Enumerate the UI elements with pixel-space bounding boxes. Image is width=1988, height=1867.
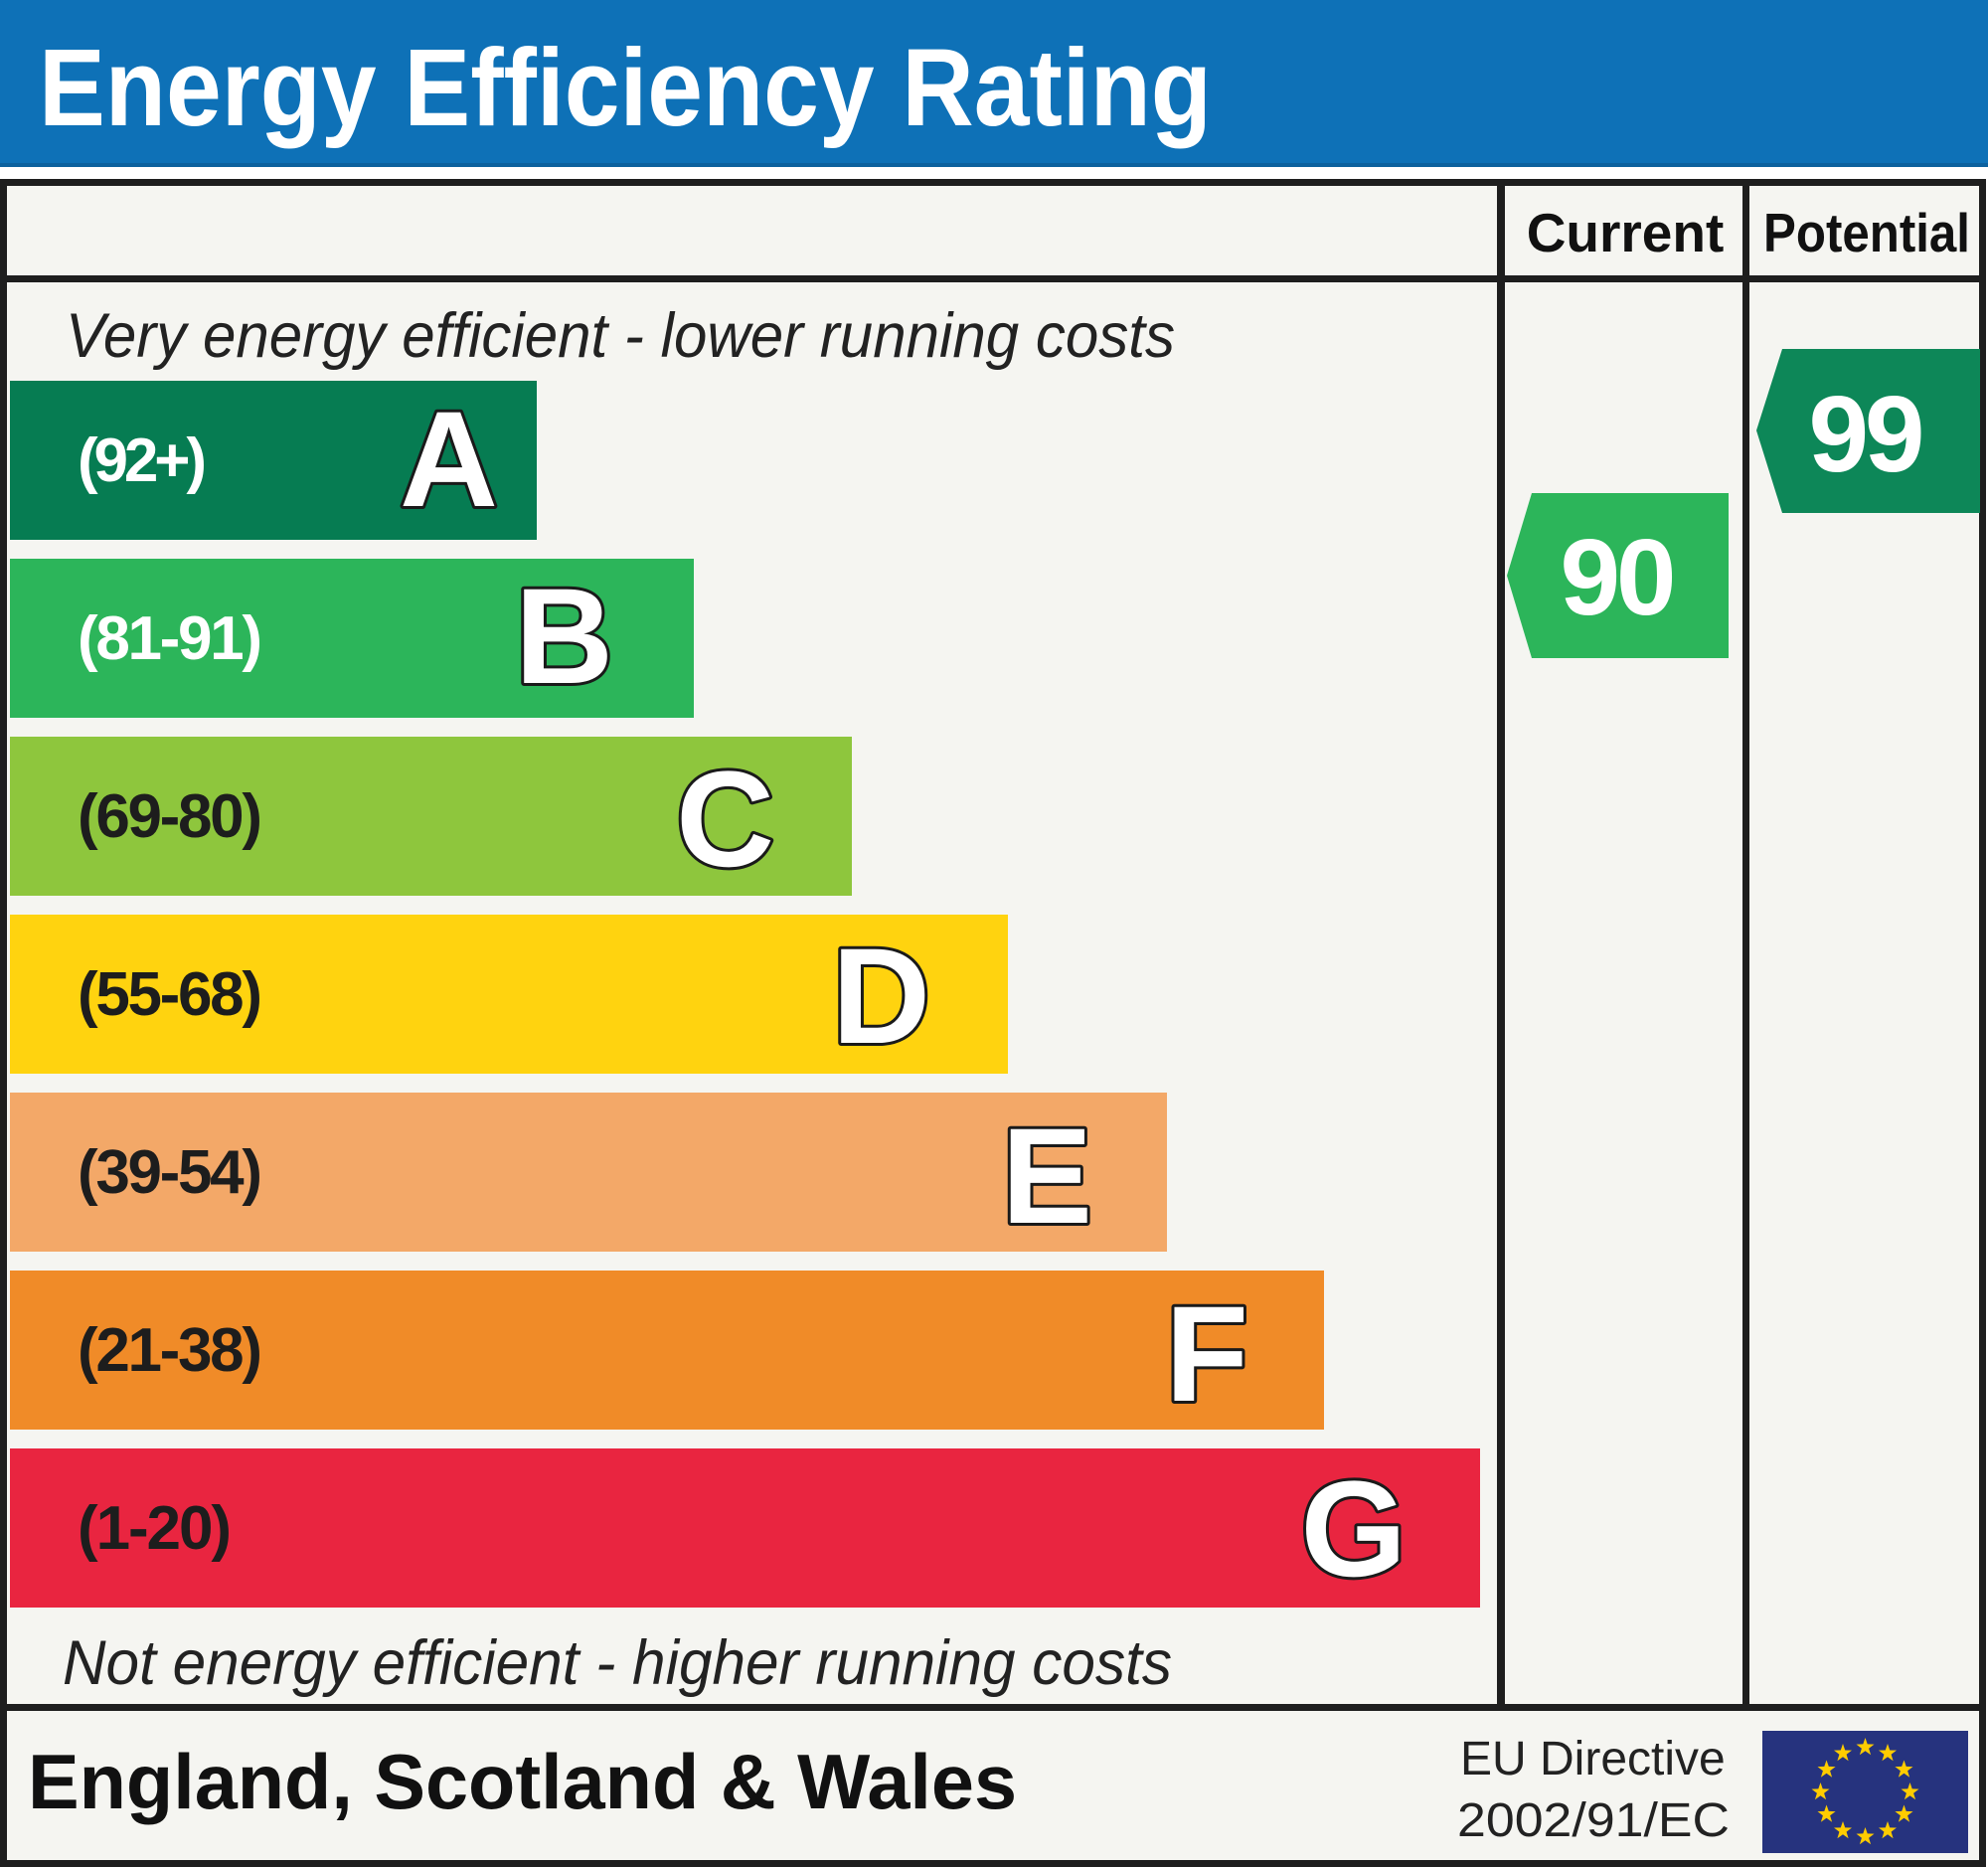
svg-text:2002/91/EC: 2002/91/EC	[1457, 1794, 1730, 1847]
svg-text:EU Directive: EU Directive	[1460, 1733, 1726, 1785]
svg-text:(81-91): (81-91)	[78, 604, 262, 673]
svg-text:A: A	[400, 384, 498, 536]
svg-text:D: D	[832, 921, 930, 1073]
svg-text:Energy Efficiency Rating: Energy Efficiency Rating	[39, 27, 1212, 149]
svg-text:(1-20): (1-20)	[78, 1494, 232, 1563]
svg-text:G: G	[1300, 1453, 1407, 1606]
svg-text:(69-80): (69-80)	[78, 782, 262, 851]
svg-text:E: E	[1002, 1101, 1092, 1253]
svg-text:(55-68): (55-68)	[78, 960, 262, 1029]
svg-text:(39-54): (39-54)	[78, 1138, 262, 1207]
svg-text:99: 99	[1809, 374, 1925, 495]
svg-text:C: C	[676, 744, 774, 896]
svg-text:Not energy efficient - higher: Not energy efficient - higher running co…	[63, 1628, 1172, 1698]
svg-text:Potential: Potential	[1763, 202, 1970, 263]
svg-text:B: B	[515, 561, 613, 713]
svg-text:Very energy efficient - lower: Very energy efficient - lower running co…	[66, 301, 1175, 371]
svg-text:Current: Current	[1527, 202, 1725, 263]
svg-text:(21-38): (21-38)	[78, 1316, 262, 1385]
svg-text:90: 90	[1561, 517, 1677, 638]
svg-text:(92+): (92+)	[78, 426, 207, 495]
svg-text:F: F	[1165, 1278, 1248, 1431]
svg-text:England, Scotland & Wales: England, Scotland & Wales	[28, 1738, 1017, 1825]
